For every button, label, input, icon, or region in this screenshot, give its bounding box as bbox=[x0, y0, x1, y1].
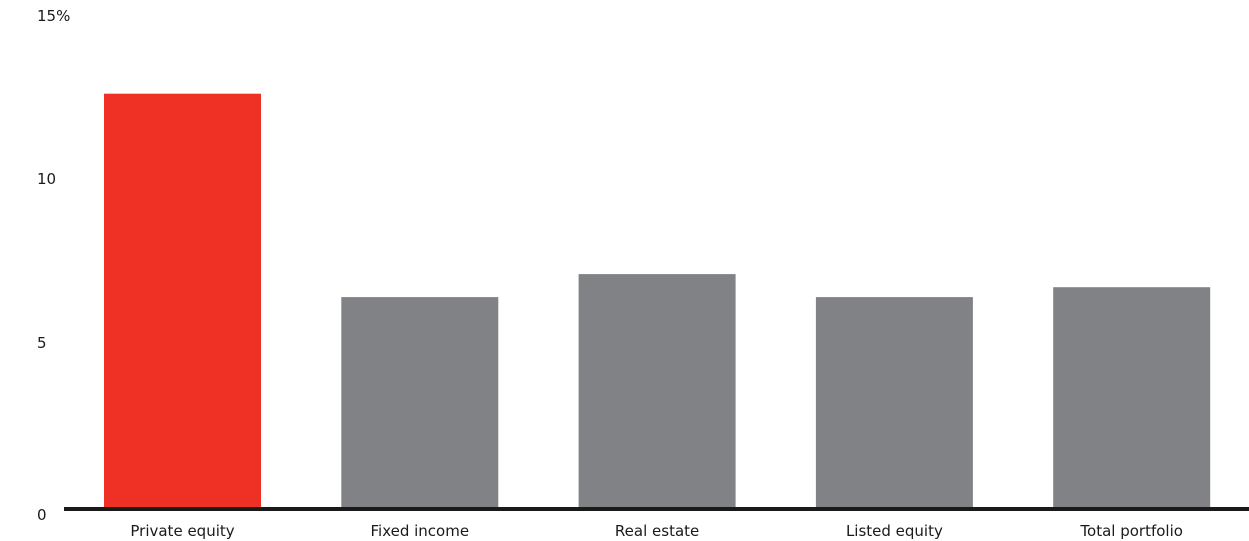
y-tick-label-0: 0 bbox=[37, 506, 47, 524]
bar-listed-equity bbox=[815, 297, 973, 507]
bar-real-estate bbox=[578, 274, 736, 507]
bar-total-portfolio bbox=[1053, 287, 1211, 507]
y-tick-label-3: 15% bbox=[37, 7, 70, 25]
category-label-listed-equity: Listed equity bbox=[846, 522, 943, 540]
y-tick-label-2: 10 bbox=[37, 170, 56, 188]
y-axis-ticks: 0 5 10 15% bbox=[37, 7, 70, 524]
x-axis-category-labels: Private equity Fixed income Real estate … bbox=[130, 522, 1183, 540]
category-label-fixed-income: Fixed income bbox=[371, 522, 470, 540]
category-label-total-portfolio: Total portfolio bbox=[1079, 522, 1183, 540]
category-label-real-estate: Real estate bbox=[615, 522, 699, 540]
bar-fixed-income bbox=[341, 297, 499, 507]
y-tick-label-1: 5 bbox=[37, 334, 47, 352]
bar-private-equity bbox=[104, 93, 261, 507]
category-label-private-equity: Private equity bbox=[130, 522, 234, 540]
bars bbox=[104, 93, 1211, 507]
